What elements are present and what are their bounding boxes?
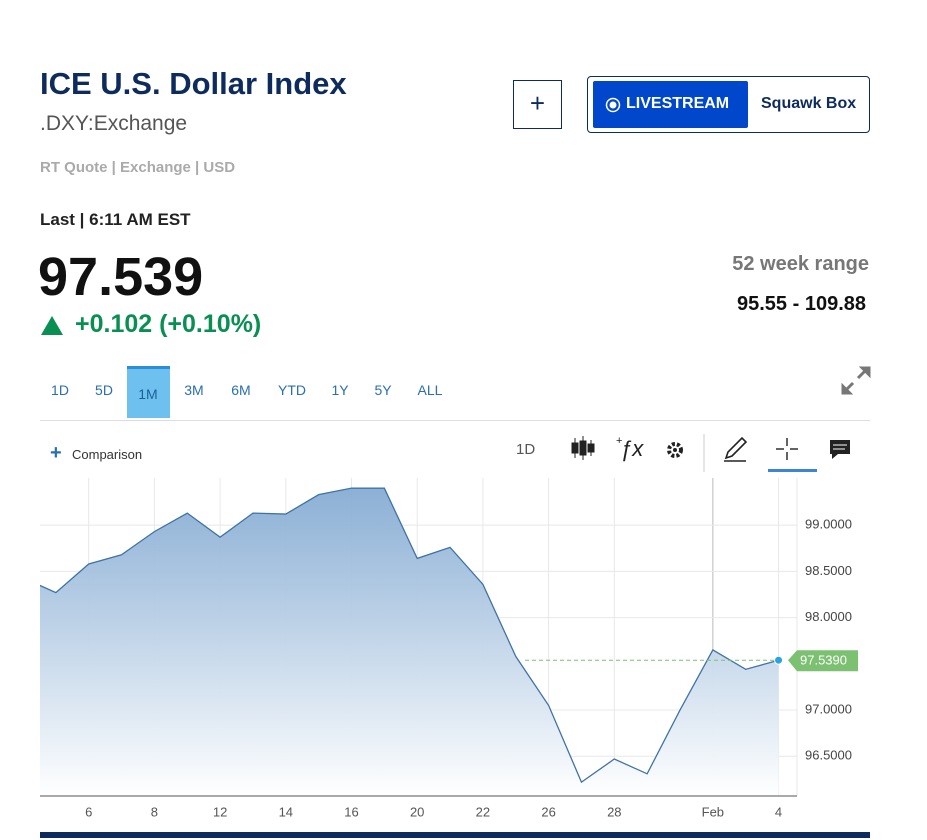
comment-icon[interactable] bbox=[830, 440, 850, 459]
candle-icon[interactable] bbox=[571, 436, 595, 460]
range-tab[interactable]: 3M bbox=[184, 382, 204, 398]
toolbar-divider bbox=[40, 420, 870, 421]
pencil-icon[interactable] bbox=[724, 436, 748, 462]
range-tab[interactable]: 6M bbox=[231, 382, 251, 398]
y-tick-label: 99.0000 bbox=[805, 517, 852, 532]
toolbar-icons: ƒx + bbox=[571, 434, 850, 472]
x-tick-label: 12 bbox=[213, 804, 227, 819]
y-tick-label: 98.0000 bbox=[805, 609, 852, 624]
plot bbox=[40, 487, 779, 796]
up-arrow bbox=[41, 316, 63, 335]
change: +0.102 (+0.10%) bbox=[75, 310, 262, 338]
x-tick-label: 26 bbox=[541, 804, 555, 819]
active-tab-bg bbox=[127, 366, 170, 418]
range-tab[interactable]: YTD bbox=[278, 382, 306, 398]
area bbox=[40, 488, 779, 796]
livestream-button[interactable]: LIVESTREAM bbox=[593, 81, 748, 128]
last-value-label: 97.5390 bbox=[800, 653, 847, 668]
x-tick-label: 16 bbox=[344, 804, 358, 819]
quote-info: RT Quote | Exchange | USD bbox=[40, 159, 236, 176]
x-tick-label: 6 bbox=[85, 804, 92, 819]
range-tab[interactable]: 5D bbox=[95, 382, 113, 398]
fx-plus: + bbox=[616, 435, 622, 447]
x-tick-label: 8 bbox=[151, 804, 158, 819]
x-tick-label: 28 bbox=[607, 804, 621, 819]
live-group bbox=[587, 76, 870, 133]
symbol: .DXY:Exchange bbox=[40, 112, 188, 135]
title: ICE U.S. Dollar Index bbox=[40, 66, 347, 101]
price: 97.539 bbox=[38, 247, 204, 307]
range-tab[interactable]: 1M bbox=[138, 386, 158, 402]
live-icon bbox=[605, 97, 621, 113]
y-tick-label: 98.5000 bbox=[805, 563, 852, 578]
crosshair-icon[interactable] bbox=[776, 438, 798, 460]
livestream-label: LIVESTREAM bbox=[626, 95, 730, 112]
x-tick-label: Feb bbox=[702, 804, 724, 819]
comparison-icon: + bbox=[50, 442, 62, 464]
line bbox=[40, 487, 779, 784]
x-tick-label: 14 bbox=[279, 804, 293, 819]
last-time: Last | 6:11 AM EST bbox=[40, 210, 191, 229]
interval-button[interactable]: 1D bbox=[516, 441, 536, 458]
x-tick-label: 20 bbox=[410, 804, 424, 819]
range-tab[interactable]: 5Y bbox=[374, 382, 392, 398]
comparison-button[interactable]: Comparison bbox=[72, 447, 143, 462]
expand-icon[interactable] bbox=[840, 366, 872, 396]
active-tool-underline bbox=[768, 469, 817, 472]
y-tick-label: 97.0000 bbox=[805, 701, 852, 716]
last-value-badge bbox=[788, 650, 858, 672]
fx-icon[interactable]: ƒx bbox=[620, 436, 644, 461]
x-tick-label: 4 bbox=[775, 804, 782, 819]
y-tick-label: 96.5000 bbox=[805, 748, 852, 763]
range-tab[interactable]: 1D bbox=[51, 382, 69, 398]
range-tab[interactable]: 1Y bbox=[331, 382, 349, 398]
range-tab[interactable]: ALL bbox=[417, 382, 443, 398]
range-label: 52 week range bbox=[732, 253, 869, 275]
range-value: 95.55 - 109.88 bbox=[737, 293, 866, 315]
squawk-button[interactable]: Squawk Box bbox=[761, 95, 857, 112]
footer-bar bbox=[40, 832, 870, 838]
last-point bbox=[774, 655, 784, 665]
x-tick-label: 22 bbox=[476, 804, 490, 819]
add-button[interactable]: + bbox=[513, 80, 562, 129]
settings-icon[interactable] bbox=[667, 442, 683, 458]
